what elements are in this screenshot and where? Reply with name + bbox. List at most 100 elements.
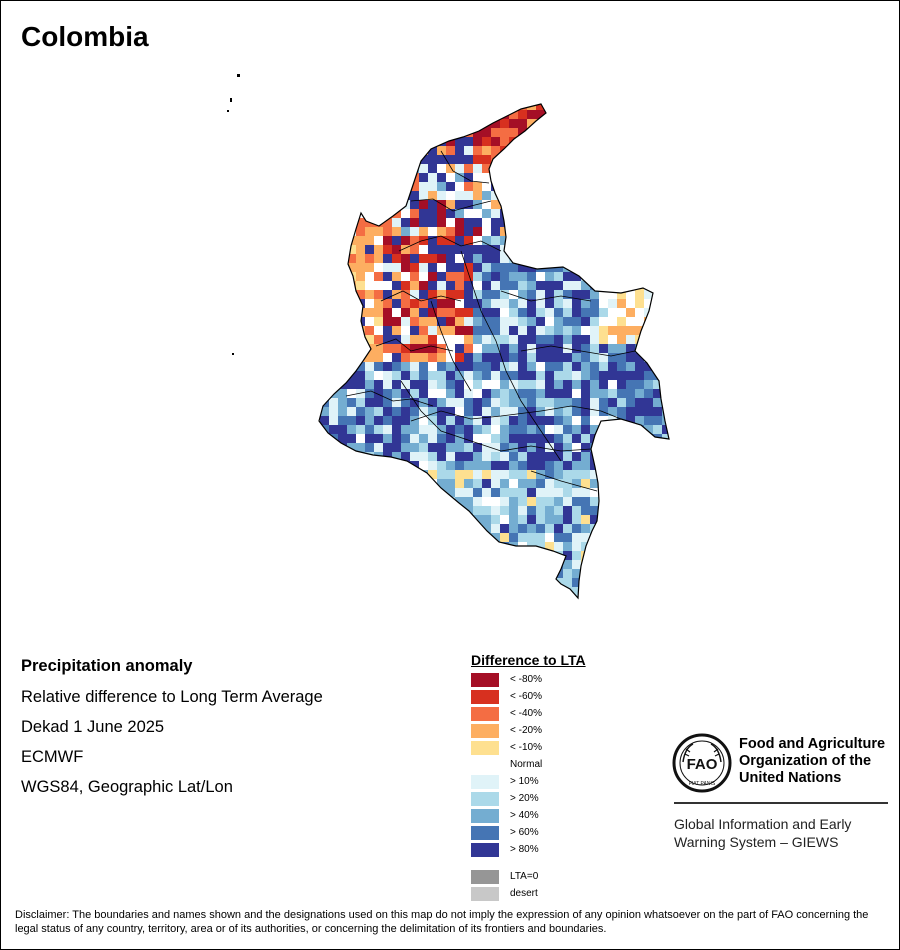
anomaly-cell (554, 299, 563, 308)
anomaly-cell (419, 578, 428, 587)
anomaly-cell (617, 542, 626, 551)
anomaly-cell (644, 596, 653, 598)
anomaly-cell (617, 488, 626, 497)
anomaly-cell (419, 542, 428, 551)
anomaly-cell (401, 470, 410, 479)
anomaly-cell (446, 110, 455, 119)
anomaly-cell (653, 488, 662, 497)
anomaly-cell (464, 398, 473, 407)
anomaly-cell (653, 551, 662, 560)
anomaly-cell (590, 335, 599, 344)
anomaly-cell (374, 182, 383, 191)
anomaly-cell (446, 191, 455, 200)
anomaly-cell (536, 164, 545, 173)
anomaly-cell (392, 434, 401, 443)
anomaly-cell (437, 110, 446, 119)
anomaly-cell (509, 272, 518, 281)
anomaly-cell (671, 272, 680, 281)
anomaly-cell (581, 479, 590, 488)
anomaly-cell (455, 470, 464, 479)
anomaly-cell (536, 335, 545, 344)
anomaly-cell (635, 506, 644, 515)
anomaly-cell (554, 236, 563, 245)
anomaly-cell (509, 236, 518, 245)
anomaly-cell (437, 326, 446, 335)
anomaly-cell (590, 407, 599, 416)
anomaly-cell (347, 137, 356, 146)
anomaly-cell (626, 236, 635, 245)
anomaly-cell (617, 236, 626, 245)
anomaly-cell (491, 398, 500, 407)
anomaly-cell (473, 344, 482, 353)
anomaly-cell (482, 110, 491, 119)
anomaly-cell (491, 281, 500, 290)
anomaly-cell (401, 371, 410, 380)
anomaly-cell (644, 461, 653, 470)
anomaly-cell (653, 155, 662, 164)
anomaly-cell (320, 542, 329, 551)
anomaly-cell (626, 128, 635, 137)
anomaly-cell (536, 353, 545, 362)
anomaly-cell (599, 569, 608, 578)
anomaly-cell (491, 128, 500, 137)
anomaly-cell (500, 353, 509, 362)
anomaly-cell (509, 533, 518, 542)
anomaly-cell (500, 560, 509, 569)
anomaly-cell (338, 551, 347, 560)
anomaly-cell (554, 371, 563, 380)
anomaly-cell (482, 218, 491, 227)
anomaly-cell (356, 497, 365, 506)
anomaly-cell (617, 182, 626, 191)
anomaly-cell (320, 533, 329, 542)
anomaly-cell (401, 596, 410, 598)
anomaly-cell (644, 245, 653, 254)
anomaly-cell (635, 524, 644, 533)
anomaly-cell (590, 380, 599, 389)
anomaly-cell (329, 506, 338, 515)
anomaly-cell (374, 578, 383, 587)
anomaly-cell (320, 137, 329, 146)
anomaly-cell (518, 416, 527, 425)
anomaly-cell (356, 146, 365, 155)
anomaly-cell (437, 380, 446, 389)
anomaly-cell (581, 173, 590, 182)
anomaly-cell (671, 173, 680, 182)
anomaly-cell (626, 380, 635, 389)
legend-swatch (471, 826, 499, 840)
anomaly-cell (482, 560, 491, 569)
anomaly-cell (392, 227, 401, 236)
anomaly-cell (536, 515, 545, 524)
anomaly-cell (653, 272, 662, 281)
anomaly-cell (626, 254, 635, 263)
anomaly-cell (599, 263, 608, 272)
anomaly-cell (653, 587, 662, 596)
anomaly-cell (356, 425, 365, 434)
anomaly-cell (662, 218, 669, 227)
anomaly-cell (320, 290, 329, 299)
anomaly-cell (473, 542, 482, 551)
anomaly-cell (635, 110, 644, 119)
anomaly-cell (626, 461, 635, 470)
anomaly-cell (383, 524, 392, 533)
anomaly-cell (365, 137, 374, 146)
anomaly-cell (563, 191, 572, 200)
anomaly-cell (590, 488, 599, 497)
anomaly-cell (545, 164, 554, 173)
anomaly-cell (509, 488, 518, 497)
anomaly-cell (383, 461, 392, 470)
anomaly-cell (581, 326, 590, 335)
anomaly-cell (653, 389, 662, 398)
anomaly-cell (599, 254, 608, 263)
anomaly-cell (536, 488, 545, 497)
anomaly-cell (329, 137, 338, 146)
anomaly-cell (644, 371, 653, 380)
anomaly-cell (410, 317, 419, 326)
anomaly-cell (491, 308, 500, 317)
anomaly-cell (374, 542, 383, 551)
anomaly-cell (401, 290, 410, 299)
anomaly-cell (608, 299, 617, 308)
anomaly-cell (365, 254, 374, 263)
anomaly-cell (446, 263, 455, 272)
anomaly-cell (428, 515, 437, 524)
anomaly-cell (662, 164, 669, 173)
